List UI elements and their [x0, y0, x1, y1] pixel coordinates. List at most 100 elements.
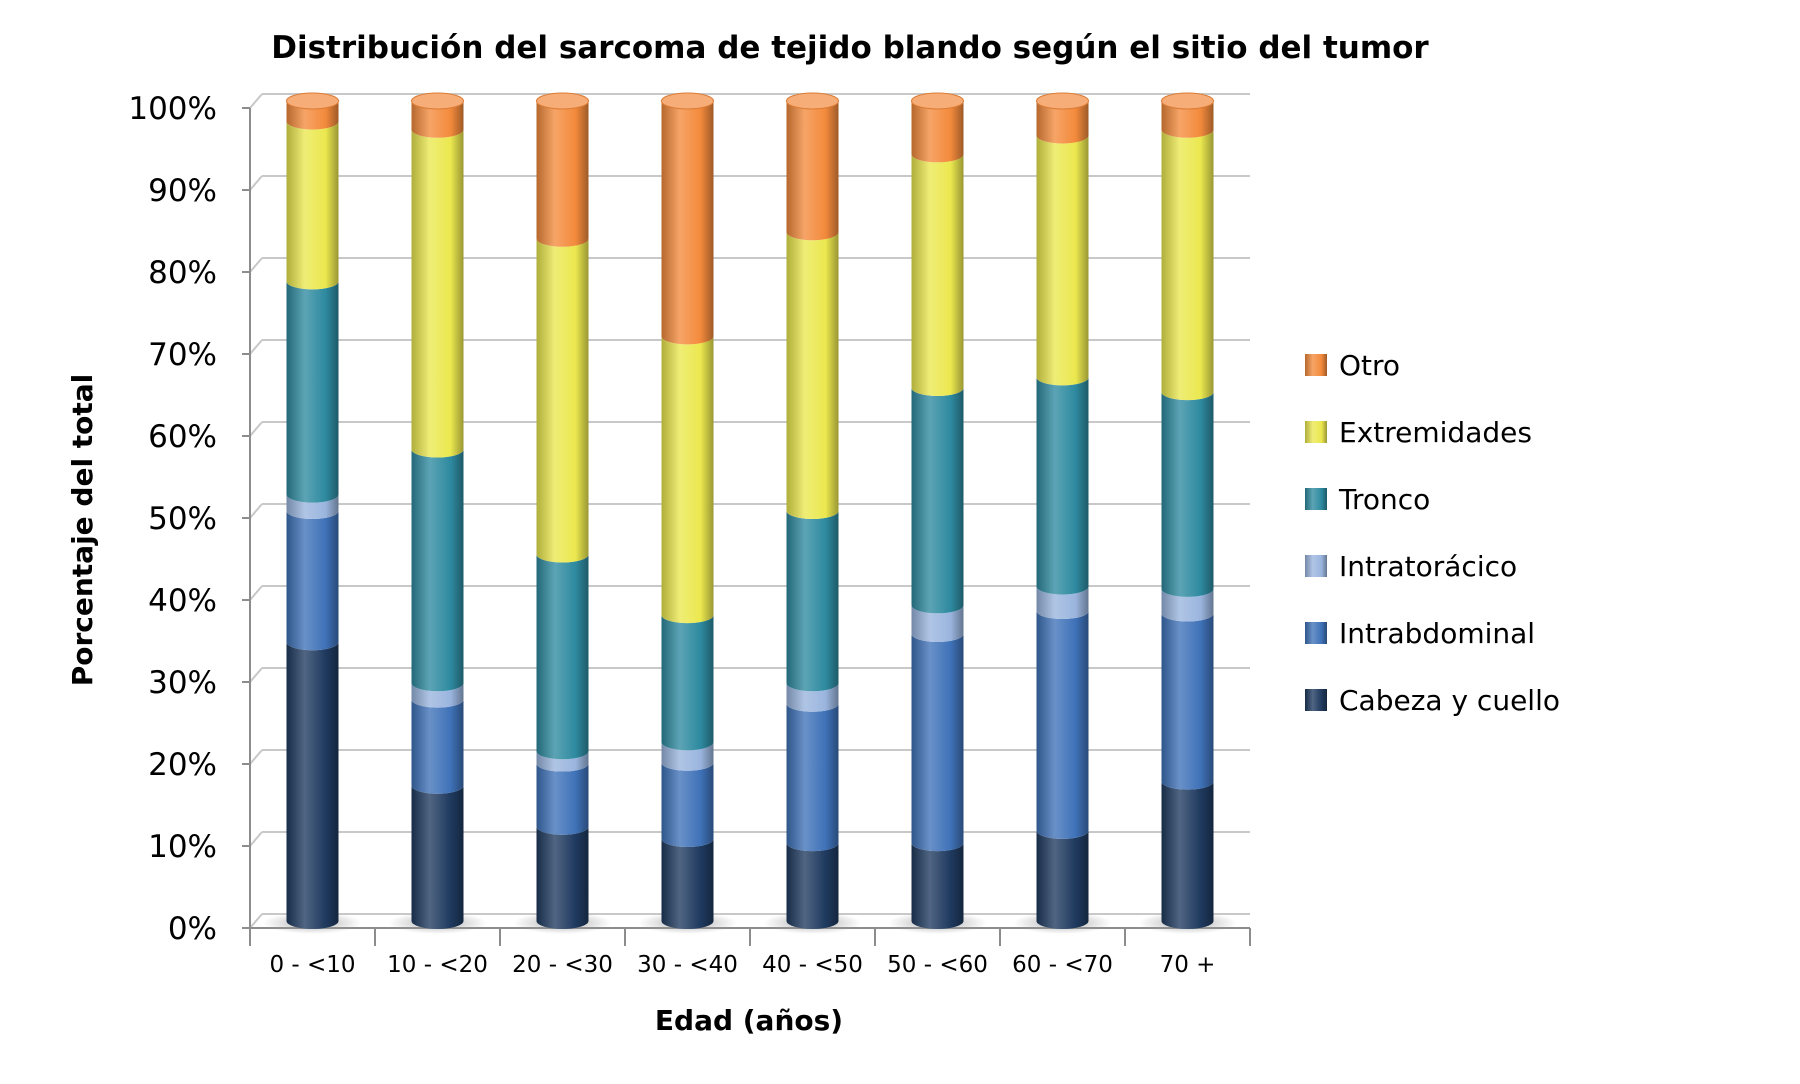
bar-segment [1036, 830, 1089, 929]
x-tick-label: 0 - <10 [269, 952, 355, 978]
bar-top-cap [1036, 92, 1089, 110]
legend-label: Intrabdominal [1339, 617, 1535, 650]
x-tick-label: 10 - <20 [387, 952, 488, 978]
bar-segment [536, 751, 589, 772]
legend-item: Cabeza y cuello [1305, 684, 1560, 717]
legend-item: Otro [1305, 349, 1400, 382]
legend: Otro Extremidades Tronco Intratorácico Intra… [1305, 349, 1560, 717]
axes [242, 107, 1251, 946]
y-axis-title: Porcentaje del total [66, 374, 99, 687]
bar-segment [536, 101, 589, 247]
gridline-depth [249, 831, 263, 847]
bar-segment [286, 642, 339, 929]
bar-segment [411, 449, 464, 692]
legend-item: Intratorácico [1305, 550, 1517, 583]
bar-segment [536, 763, 589, 835]
gridline-depth [249, 503, 263, 519]
y-tick-label: 10% [148, 829, 217, 865]
bar-segment [536, 238, 589, 563]
bar-segment [411, 699, 464, 794]
gridline-depth [249, 913, 263, 929]
y-tick-label: 50% [148, 501, 217, 537]
bar-segment [1161, 129, 1214, 401]
bar-segment [1161, 781, 1214, 929]
y-tick-label: 60% [148, 419, 217, 455]
gridline-depth [249, 421, 263, 437]
bar-segment [661, 615, 714, 751]
bar-top-cap [661, 92, 714, 110]
y-tick-label: 80% [148, 255, 217, 291]
bar-top-cap [1161, 92, 1214, 110]
x-axis-title: Edad (años) [655, 1004, 843, 1037]
bar-segment [911, 843, 964, 929]
bar-segment [286, 121, 339, 290]
bar-segment [661, 101, 714, 345]
chart-title: Distribución del sarcoma de tejido bland… [271, 30, 1429, 66]
y-tick-labels: 0% 10% 20% 30% 40% 50% 60% 70% 80% 90% 100% [128, 91, 217, 947]
bar-segment [786, 843, 839, 929]
bar-segment [536, 826, 589, 929]
legend-swatch [1305, 354, 1327, 376]
x-tick-label: 30 - <40 [637, 952, 738, 978]
bar-segment [911, 605, 964, 642]
bar-segment [786, 101, 839, 241]
gridline-depth [249, 339, 263, 355]
bar-segment [911, 388, 964, 614]
y-tick-label: 100% [128, 91, 217, 127]
gridline-depth [249, 257, 263, 273]
bar-segment [411, 129, 464, 458]
legend-label: Tronco [1338, 483, 1430, 516]
bar-segment [1036, 135, 1089, 386]
gridline-depth [249, 585, 263, 601]
bar-segment [786, 511, 839, 692]
bar-top-cap [786, 92, 839, 110]
gridlines [249, 93, 1250, 929]
legend-label: Intratorácico [1339, 550, 1517, 583]
x-tick-label: 20 - <30 [512, 952, 613, 978]
bar-segment [1161, 392, 1214, 597]
x-tick-label: 40 - <50 [762, 952, 863, 978]
bar-segment [911, 101, 964, 163]
legend-item: Intrabdominal [1305, 617, 1535, 650]
bar-segment [1036, 377, 1089, 595]
bar-segment [1161, 101, 1214, 138]
legend-swatch [1305, 689, 1327, 711]
bar-segment [661, 762, 714, 847]
y-tick-label: 20% [148, 747, 217, 783]
x-tick-label: 70 + [1160, 952, 1216, 978]
bar-segment [661, 336, 714, 624]
bar-segment [536, 554, 589, 760]
x-tick-label: 60 - <70 [1012, 952, 1113, 978]
y-tick-label: 0% [168, 911, 217, 947]
gridline-depth [249, 749, 263, 765]
legend-swatch [1305, 421, 1327, 443]
bars [263, 92, 1237, 934]
bar-segment [286, 494, 339, 519]
bar-segment [1161, 613, 1214, 790]
gridline-depth [249, 93, 263, 109]
bar-top-cap [411, 92, 464, 110]
bar-segment [411, 785, 464, 929]
bar-segment [911, 154, 964, 396]
bar-segment [411, 101, 464, 138]
legend-swatch [1305, 488, 1327, 510]
bar-segment [786, 232, 839, 519]
gridline-depth [249, 667, 263, 683]
bar-segment [786, 703, 839, 852]
bar-top-cap [286, 92, 339, 110]
legend-label: Otro [1339, 349, 1400, 382]
bar-top-cap [911, 92, 964, 110]
bar-segment [411, 683, 464, 708]
gridline-depth [249, 175, 263, 191]
legend-label: Cabeza y cuello [1339, 684, 1560, 717]
bar-segment [1036, 586, 1089, 620]
y-tick-label: 40% [148, 583, 217, 619]
legend-label: Extremidades [1339, 416, 1532, 449]
bar-segment [1036, 611, 1089, 839]
bar-segment [661, 742, 714, 771]
legend-item: Tronco [1305, 483, 1430, 516]
legend-item: Extremidades [1305, 416, 1532, 449]
y-tick-label: 30% [148, 665, 217, 701]
